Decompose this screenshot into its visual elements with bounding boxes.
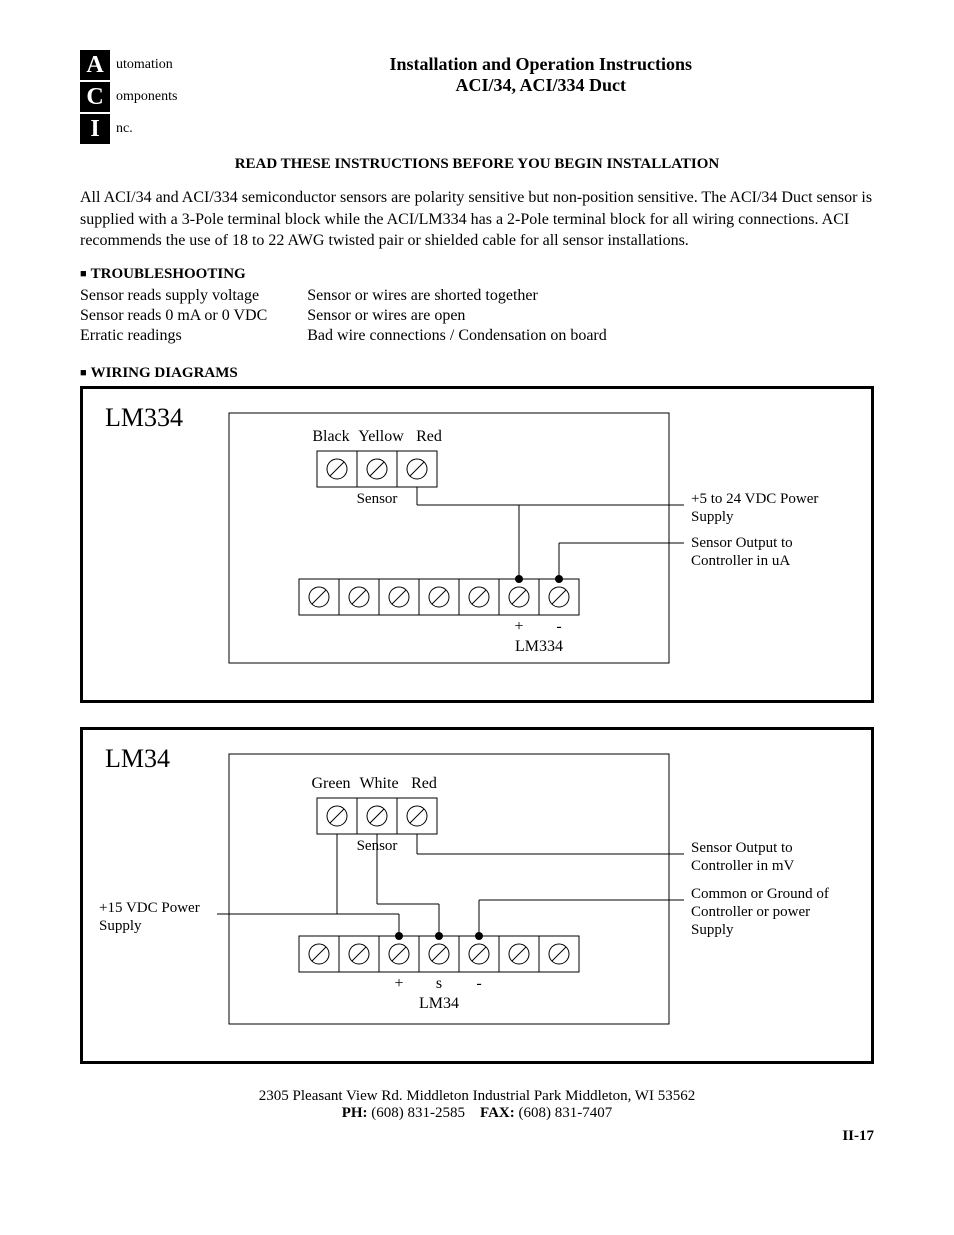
logo-a-word: utomation xyxy=(116,57,173,73)
trouble-symptom: Sensor reads 0 mA or 0 VDC xyxy=(80,307,307,327)
company-logo: A utomation C omponents I nc. xyxy=(80,50,177,146)
logo-i-word: nc. xyxy=(116,121,133,137)
header: A utomation C omponents I nc. Installati… xyxy=(80,50,874,146)
lbl-white: White xyxy=(359,775,398,792)
troubleshooting-table: Sensor reads supply voltage Sensor or wi… xyxy=(80,287,647,347)
table-row: Sensor reads supply voltage Sensor or wi… xyxy=(80,287,647,307)
page-number: II-17 xyxy=(80,1128,874,1145)
trouble-cause: Sensor or wires are shorted together xyxy=(307,287,647,307)
ph-value: (608) 831-2585 xyxy=(368,1105,466,1121)
diagram-lm34: LM34 Green White Red Sensor xyxy=(80,727,874,1064)
minus-sign: - xyxy=(556,618,561,635)
lm34-svg: Green White Red Sensor xyxy=(99,744,859,1034)
lbl-green: Green xyxy=(311,775,350,792)
trouble-symptom: Sensor reads supply voltage xyxy=(80,287,307,307)
diagram-lm334-title: LM334 xyxy=(105,403,183,433)
troubleshooting-heading: TROUBLESHOOTING xyxy=(80,266,874,283)
intro-paragraph: All ACI/34 and ACI/334 semiconductor sen… xyxy=(80,187,874,252)
fax-value: (608) 831-7407 xyxy=(515,1105,613,1121)
left-power-label: +15 VDC Power Supply xyxy=(99,900,203,934)
trouble-symptom: Erratic readings xyxy=(80,327,307,347)
logo-i-box: I xyxy=(80,114,110,144)
bottom-terminal-block xyxy=(299,579,579,615)
diagram-lm334: LM334 Black Yellow Red Sensor xyxy=(80,386,874,703)
ph-label: PH: xyxy=(342,1105,368,1121)
doc-title: Installation and Operation Instructions … xyxy=(207,50,874,96)
lbl-black: Black xyxy=(312,428,349,445)
plus-sign: + xyxy=(514,618,523,635)
callout-power: +5 to 24 VDC Power Supply xyxy=(691,491,822,525)
table-row: Erratic readings Bad wire connections / … xyxy=(80,327,647,347)
top-terminal-block xyxy=(317,798,437,834)
diagram-lm34-title: LM34 xyxy=(105,744,170,774)
lbl-yellow: Yellow xyxy=(358,428,404,445)
title-line-2: ACI/34, ACI/334 Duct xyxy=(207,75,874,96)
footer: 2305 Pleasant View Rd. Middleton Industr… xyxy=(80,1088,874,1122)
footer-address: 2305 Pleasant View Rd. Middleton Industr… xyxy=(80,1088,874,1105)
wiring-diagrams-heading: WIRING DIAGRAMS xyxy=(80,365,874,382)
logo-a-box: A xyxy=(80,50,110,80)
bottom-label: LM34 xyxy=(419,995,459,1012)
callout-ground: Common or Ground of Controller or power … xyxy=(691,886,833,938)
lm334-svg: Black Yellow Red Sensor xyxy=(99,403,859,673)
bottom-terminal-block xyxy=(299,936,579,972)
title-line-1: Installation and Operation Instructions xyxy=(207,54,874,75)
table-row: Sensor reads 0 mA or 0 VDC Sensor or wir… xyxy=(80,307,647,327)
callout-output: Sensor Output to Controller in mV xyxy=(691,840,796,874)
trouble-cause: Sensor or wires are open xyxy=(307,307,647,327)
fax-label: FAX: xyxy=(480,1105,515,1121)
lbl-red: Red xyxy=(411,775,437,792)
trouble-cause: Bad wire connections / Condensation on b… xyxy=(307,327,647,347)
sensor-label: Sensor xyxy=(357,491,398,507)
callout-output: Sensor Output to Controller in uA xyxy=(691,535,796,569)
bottom-label: LM334 xyxy=(515,638,563,655)
lbl-red: Red xyxy=(416,428,442,445)
plus-sign: + xyxy=(394,975,403,992)
minus-sign: - xyxy=(476,975,481,992)
logo-c-box: C xyxy=(80,82,110,112)
read-instructions-line: READ THESE INSTRUCTIONS BEFORE YOU BEGIN… xyxy=(80,156,874,173)
logo-c-word: omponents xyxy=(116,89,177,105)
top-terminal-block xyxy=(317,451,437,487)
s-sign: s xyxy=(436,975,442,992)
